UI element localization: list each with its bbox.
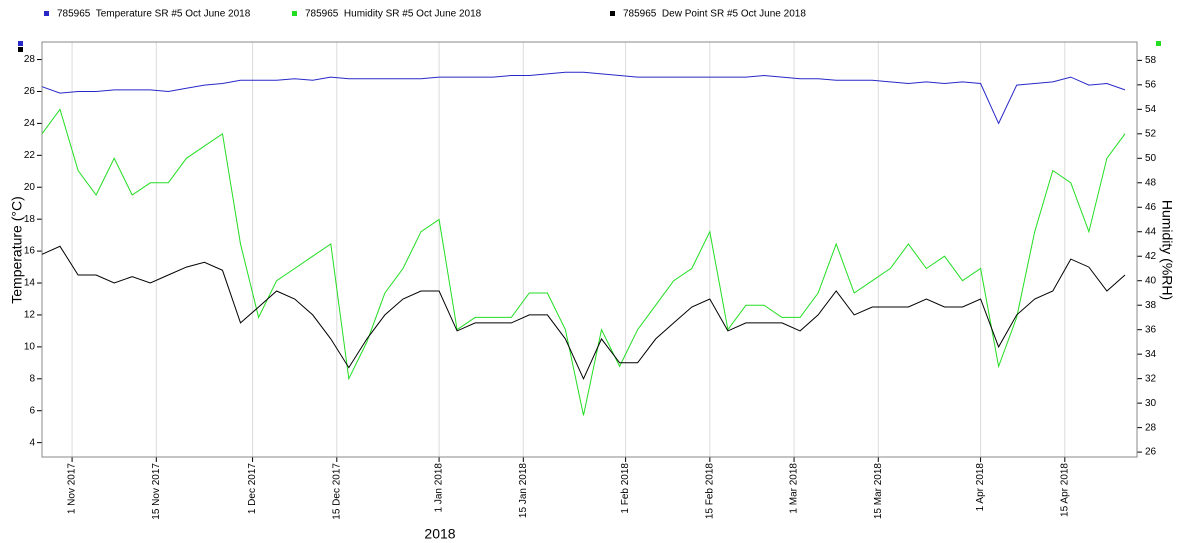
y2-tick-label: 52	[1145, 128, 1157, 139]
legend-label: 785965 Humidity SR #5 Oct June 2018	[305, 9, 482, 20]
x-tick-label: 15 Nov 2017	[151, 463, 162, 520]
y2-tick-label: 54	[1145, 104, 1157, 115]
axis-series-marker	[18, 41, 23, 46]
y-tick-label: 24	[24, 118, 36, 129]
y2-tick-label: 32	[1145, 373, 1157, 384]
legend-swatch	[44, 11, 49, 16]
y-tick-label: 28	[24, 54, 36, 65]
y-tick-label: 6	[29, 405, 35, 416]
series-line	[41, 108, 1126, 416]
y2-tick-label: 36	[1145, 324, 1157, 335]
y-tick-label: 22	[24, 150, 36, 161]
series-line	[41, 71, 1126, 125]
y2-tick-label: 40	[1145, 275, 1157, 286]
y2-tick-label: 50	[1145, 153, 1157, 164]
x-tick-label: 15 Mar 2018	[873, 463, 884, 520]
y2-tick-label: 58	[1145, 55, 1157, 66]
x-tick-label: 1 Feb 2018	[620, 463, 631, 514]
x-tick-label: 15 Jan 2018	[518, 463, 529, 518]
y2-tick-label: 28	[1145, 422, 1157, 433]
y2-tick-label: 44	[1145, 226, 1157, 237]
y2-axis-title: Humidity (%RH)	[1159, 200, 1175, 300]
y-tick-label: 10	[24, 342, 36, 353]
plot-frame	[41, 41, 1138, 458]
y-tick-label: 18	[24, 214, 36, 225]
legend-label: 785965 Temperature SR #5 Oct June 2018	[57, 9, 251, 20]
y2-tick-label: 38	[1145, 300, 1157, 311]
y2-tick-label: 42	[1145, 251, 1157, 262]
x-tick-label: 1 Dec 2017	[247, 463, 258, 515]
x-tick-label: 1 Jan 2018	[434, 463, 445, 513]
y2-tick-label: 48	[1145, 177, 1157, 188]
x-tick-label: 1 Nov 2017	[67, 463, 78, 515]
y-tick-label: 8	[29, 373, 35, 384]
x-tick-label: 1 Apr 2018	[975, 463, 986, 512]
y-tick-label: 14	[24, 278, 36, 289]
axis-series-marker	[18, 47, 23, 52]
y-tick-label: 12	[24, 310, 36, 321]
axis-series-marker	[1156, 41, 1161, 46]
y-tick-label: 26	[24, 86, 36, 97]
y-tick-label: 4	[29, 437, 35, 448]
y2-tick-label: 26	[1145, 447, 1157, 458]
x-tick-label: 1 Mar 2018	[789, 463, 800, 514]
x-tick-label: 15 Apr 2018	[1059, 463, 1070, 517]
x-axis-title: 2018	[424, 526, 455, 542]
y-axis-title: Temperature (°C)	[9, 196, 25, 304]
y-tick-label: 16	[24, 246, 36, 257]
x-tick-label: 15 Feb 2018	[704, 463, 715, 520]
y2-tick-label: 34	[1145, 349, 1157, 360]
legend-swatch	[610, 11, 615, 16]
legend-swatch	[292, 11, 297, 16]
y-tick-label: 20	[24, 182, 36, 193]
y2-tick-label: 30	[1145, 398, 1157, 409]
legend-label: 785965 Dew Point SR #5 Oct June 2018	[623, 9, 806, 20]
x-tick-label: 15 Dec 2017	[331, 463, 342, 520]
y2-tick-label: 46	[1145, 202, 1157, 213]
y2-tick-label: 56	[1145, 79, 1157, 90]
series-line	[41, 245, 1126, 381]
